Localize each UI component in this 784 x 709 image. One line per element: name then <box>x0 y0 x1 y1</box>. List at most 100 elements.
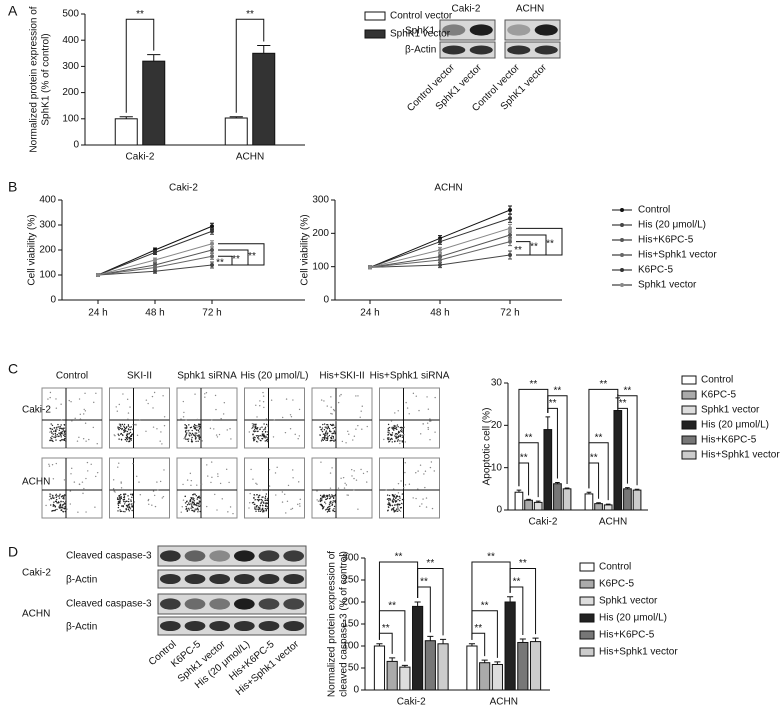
error-bar <box>507 596 514 602</box>
flow-dot <box>319 426 321 429</box>
flow-dot <box>387 510 389 512</box>
flow-dot <box>151 504 153 506</box>
blot-band <box>184 573 206 585</box>
flow-dot <box>260 502 262 504</box>
flow-dot <box>71 420 73 422</box>
flow-dot <box>397 508 399 510</box>
blot-band <box>258 620 280 632</box>
flow-dot <box>422 423 424 425</box>
flow-dot <box>262 391 264 394</box>
blot-band <box>507 45 531 55</box>
flow-dot <box>161 497 163 499</box>
flow-dot <box>270 399 273 401</box>
flow-dot <box>335 420 337 422</box>
blot-band <box>184 620 206 632</box>
significance-label: ** <box>519 558 527 569</box>
flow-dot <box>317 500 320 502</box>
flow-dot <box>189 499 191 502</box>
flow-dot <box>51 435 53 438</box>
flow-dot <box>93 401 95 404</box>
flow-dot <box>130 500 132 503</box>
bar <box>517 641 529 691</box>
flow-dot <box>253 429 256 431</box>
bar <box>424 640 436 691</box>
flow-dot <box>199 510 201 513</box>
flow-dot <box>156 428 158 430</box>
flow-dot <box>85 440 87 442</box>
flow-dot <box>323 423 326 425</box>
flow-dot <box>189 472 192 475</box>
flow-dot <box>126 500 128 503</box>
flow-dot <box>400 428 403 430</box>
flow-dot <box>194 508 196 510</box>
flow-dot <box>117 466 119 468</box>
y-tick-label: 0 <box>323 295 329 306</box>
x-tick-label: 24 h <box>88 308 107 319</box>
legend-swatch <box>579 613 595 623</box>
flow-dot <box>423 473 425 475</box>
flow-dot <box>84 392 86 395</box>
flow-dot <box>394 493 396 496</box>
legend-label: His (20 μmol/L) <box>599 613 667 624</box>
blot-band <box>283 550 305 562</box>
flow-dot <box>197 505 200 507</box>
flow-dot <box>256 430 259 433</box>
significance-label: ** <box>481 600 489 611</box>
flow-dot <box>52 497 54 499</box>
flow-dot <box>334 493 337 496</box>
flow-dot <box>268 468 271 471</box>
flow-dot <box>196 425 198 427</box>
flow-dot <box>139 419 141 421</box>
flow-dot <box>113 434 115 436</box>
flow-dot <box>257 506 260 508</box>
flow-dot <box>58 507 61 509</box>
flow-dot <box>54 434 57 436</box>
legend-swatch <box>579 647 595 657</box>
y-tick-label: 0 <box>353 685 359 696</box>
flow-dot <box>198 495 200 497</box>
flow-dot <box>130 437 133 440</box>
flow-dot <box>402 431 404 434</box>
flow-dot <box>136 434 139 436</box>
flow-dot <box>121 428 123 431</box>
flow-dot <box>319 434 321 436</box>
flow-dot <box>129 508 132 510</box>
flow-dot <box>334 439 336 441</box>
flow-dot <box>232 512 234 515</box>
series-marker <box>508 208 512 212</box>
flow-dot <box>119 498 122 500</box>
flow-dot <box>281 416 284 419</box>
flow-dot <box>191 436 193 439</box>
flow-dot <box>393 424 395 427</box>
flow-dot <box>259 427 262 429</box>
error-bar <box>389 657 396 662</box>
series-marker <box>508 233 512 237</box>
flow-dot <box>258 510 260 512</box>
flow-dot <box>219 482 222 485</box>
blot-band <box>534 45 558 55</box>
flow-dot <box>395 437 397 440</box>
flow-dot <box>261 501 263 503</box>
flow-dot <box>253 503 255 506</box>
flow-dot <box>259 510 262 513</box>
flow-dot <box>186 510 188 513</box>
flow-dot <box>254 437 256 439</box>
legend-marker <box>620 238 624 242</box>
flow-dot <box>265 499 267 501</box>
flow-dot <box>132 462 134 465</box>
panel-letter: C <box>8 361 18 377</box>
flow-dot <box>226 429 228 431</box>
flow-dot <box>118 423 121 425</box>
flow-dot <box>320 440 323 442</box>
flow-dot <box>220 417 222 420</box>
flow-dot <box>408 483 411 485</box>
flow-dot <box>50 498 52 500</box>
error-bar <box>119 116 133 119</box>
flow-dot <box>417 470 419 472</box>
flow-dot <box>126 435 129 438</box>
flow-dot <box>186 426 188 428</box>
flow-plot <box>244 457 305 519</box>
flow-dot <box>193 500 196 502</box>
flow-dot <box>190 441 193 443</box>
flow-dot <box>196 418 199 421</box>
